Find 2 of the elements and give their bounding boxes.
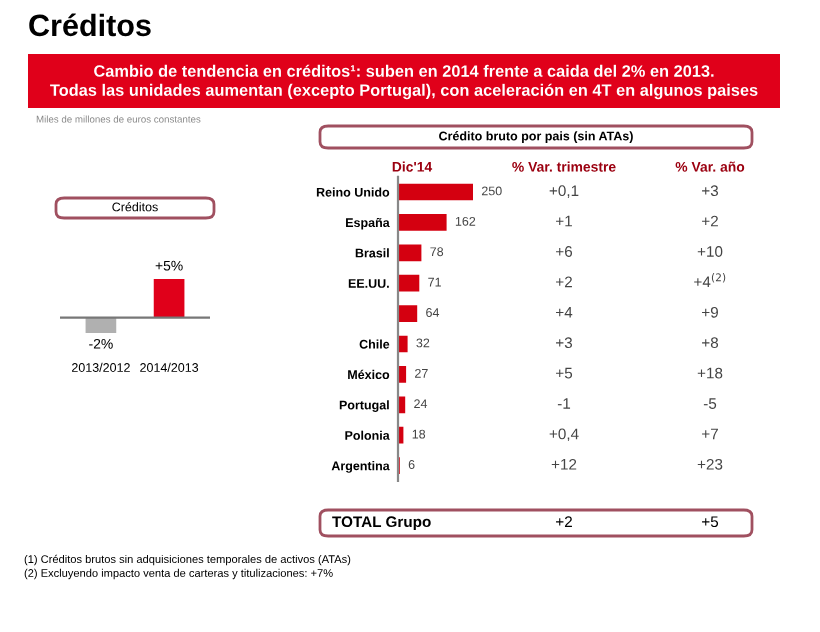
- text: Créditos: [29, 13, 151, 37]
- text: Cambio de tendencia en créditos¹: suben en 2014 frente a caida del 2% en 2013. Todas las unidades aumentan (excepto Portugal), con aceleración en 4T en algunos paises: [50, 64, 758, 100]
